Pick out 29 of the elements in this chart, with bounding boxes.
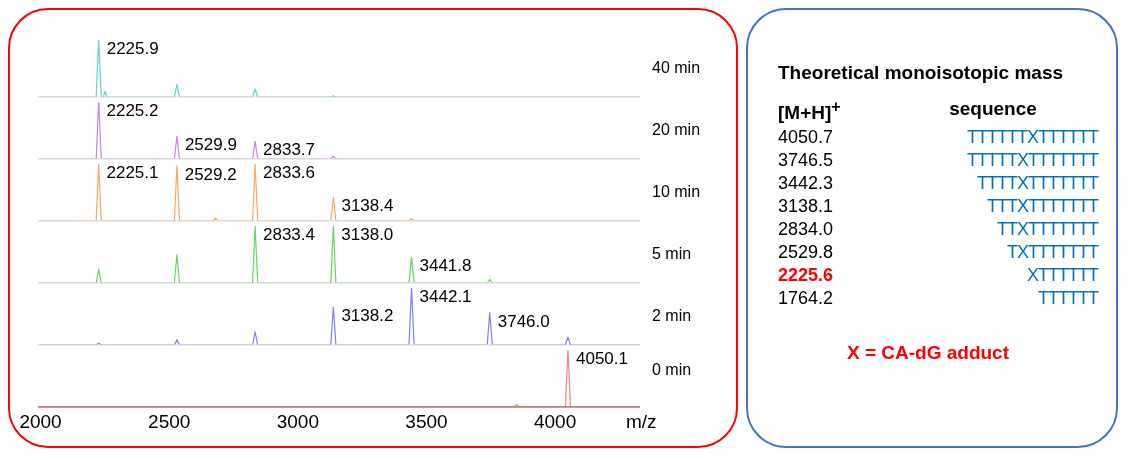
annotation: 3441.8: [419, 256, 472, 276]
rounded-frame: Theoretical monoisotopic mass [M+H]$^{+}$ sequence 4050.7 TTTTTTXTTTTTT 3746.5 TTTTTXTTTTTTT 3442.3 TTTTXTTTTTTT 3138.1 TTTXTTTTTTT 2834.0 TTXTTTTTTT 2529.8 TXTTTTTTT 2225.6 XTTTTTT 1764.2 TTTTTT X = CA-dG adduct: [746, 8, 1118, 448]
annotation: 3442.1: [419, 287, 472, 306]
x-tick-label: 3500: [405, 411, 448, 433]
y-axis-title: 0 min: [652, 360, 692, 378]
annotation: 3138.0: [341, 225, 394, 244]
annotation: 3138.2: [341, 306, 394, 326]
x-tick-label: 2500: [148, 411, 191, 433]
x-tick-label: 4000: [533, 411, 577, 433]
y-axis-title: 5 min: [652, 244, 692, 262]
annotation: 3746.0: [497, 311, 550, 331]
y-axis-title: 20 min: [652, 120, 701, 138]
annotation: 2833.4: [262, 225, 315, 244]
annotation: 2833.7: [263, 140, 316, 160]
annotation: 2529.2: [184, 164, 237, 184]
annotation: 2225.9: [106, 39, 159, 58]
y-axis-title: 40 min: [652, 58, 701, 76]
rounded-frame: 2225.9 40 min 2225.2 2529.9 2833.7 20 min 2225.1 2529.2 2833.6 3138.4 10 min 2833.4 3138.0 3441.8 5 min 3138.2 3442.1 3746.0 2 min 4050.1 0 min 2000 2500 3000 3500 4000 m/z: [8, 8, 738, 448]
annotation: 2225.2: [106, 101, 159, 120]
annotation: 3138.4: [341, 196, 394, 216]
x-tick-label: 3000: [276, 411, 319, 433]
x-axis-title: m/z: [626, 411, 657, 433]
annotation: 2833.6: [263, 163, 316, 182]
y-axis-title: 10 min: [652, 182, 701, 200]
annotation: 4050.1: [575, 349, 628, 368]
annotation: 2225.1: [106, 163, 159, 182]
x-tick-label: 2000: [19, 411, 62, 433]
y-axis-title: 2 min: [652, 306, 692, 324]
annotation: 2529.9: [184, 135, 237, 155]
